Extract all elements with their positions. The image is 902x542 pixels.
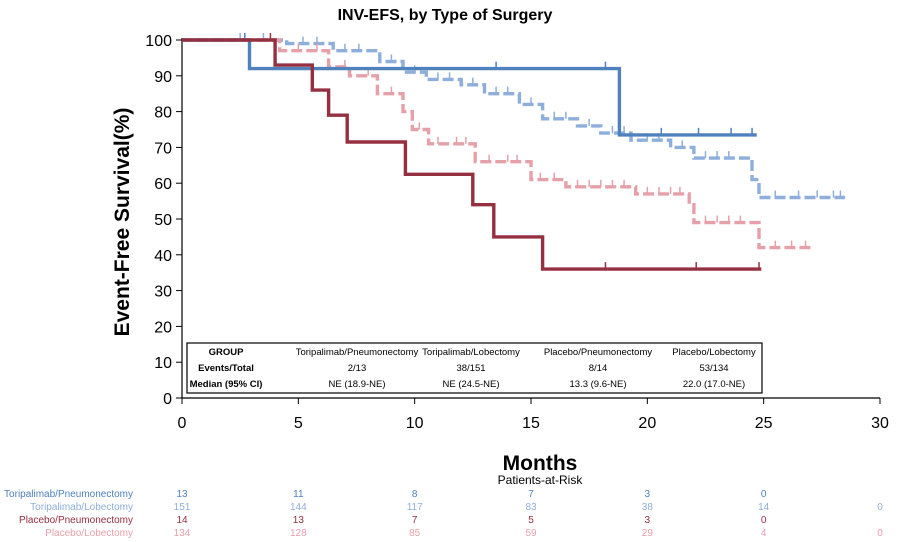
risk-count: 3 (645, 515, 651, 526)
risk-row-label: Placebo/Lobectomy (45, 528, 133, 539)
table-cell: NE (24.5-NE) (442, 379, 499, 390)
risk-count: 7 (412, 515, 418, 526)
y-tick-label: 30 (154, 284, 172, 301)
axes: 0 10 20 30 40 50 60 70 80 90 100 0 5 10 15 20 25 30 (145, 33, 889, 432)
risk-count: 85 (409, 528, 421, 539)
table-row-label: Events/Total (198, 363, 254, 374)
table-header: Toripalimab/Lobectomy (422, 347, 520, 358)
km-curve (182, 38, 762, 271)
table-cell: 2/13 (348, 363, 367, 374)
y-tick-label: 60 (154, 176, 172, 193)
risk-count: 14 (758, 502, 770, 513)
x-tick-label: 25 (755, 415, 773, 432)
x-tick-label: 15 (522, 415, 540, 432)
y-tick-label: 40 (154, 248, 172, 265)
table-row-label: Median (95% CI) (190, 379, 263, 390)
series-placebo-lobectomy (182, 38, 813, 250)
table-header: Placebo/Lobectomy (672, 347, 756, 358)
x-tick-label: 10 (406, 415, 424, 432)
risk-row-label: Toripalimab/Pneumonectomy (4, 489, 133, 500)
risk-count: 0 (761, 515, 767, 526)
table-cell: 8/14 (589, 363, 608, 374)
y-tick-label: 10 (154, 355, 172, 372)
risk-count: 83 (525, 502, 537, 513)
y-tick-label: 50 (154, 212, 172, 229)
risk-count: 134 (174, 528, 191, 539)
risk-count: 0 (761, 489, 767, 500)
table-cell: 13.3 (9.6-NE) (569, 379, 626, 390)
risk-count: 4 (761, 528, 767, 539)
x-axis-label: Months (503, 452, 578, 475)
risk-count: 5 (528, 515, 534, 526)
table-header: Toripalimab/Pneumonectomy (296, 347, 419, 358)
risk-row-label: Toripalimab/Lobectomy (30, 502, 133, 513)
chart-title: INV-EFS, by Type of Surgery (338, 7, 553, 24)
y-tick-label: 100 (145, 33, 172, 50)
risk-count: 0 (877, 528, 883, 539)
x-tick-label: 5 (294, 415, 303, 432)
km-curve (182, 38, 757, 137)
series-layer (182, 33, 846, 271)
risk-count: 0 (877, 502, 883, 513)
risk-count: 13 (293, 515, 305, 526)
series-placebo-pneumonectomy (182, 33, 762, 271)
risk-count: 151 (174, 502, 191, 513)
km-curve (182, 38, 813, 250)
risk-count: 38 (642, 502, 654, 513)
risk-count: 13 (176, 489, 188, 500)
table-cell: NE (18.9-NE) (328, 379, 385, 390)
risk-count: 11 (293, 489, 304, 500)
summary-table-box (186, 342, 763, 394)
y-tick-label: 20 (154, 319, 172, 336)
y-tick-label: 70 (154, 140, 172, 157)
risk-count: 7 (528, 489, 534, 500)
series-toripalimab-lobectomy (182, 33, 846, 200)
risk-table: Toripalimab/Pneumonectomy 13 11 8 7 3 0 Toripal… (4, 489, 883, 539)
table-cell: 53/134 (699, 363, 728, 374)
y-tick-label: 90 (154, 69, 172, 86)
risk-count: 3 (645, 489, 651, 500)
risk-row-label: Placebo/Pneumonectomy (19, 515, 133, 526)
table-header: Placebo/Pneumonectomy (544, 347, 653, 358)
x-tick-label: 20 (638, 415, 656, 432)
x-tick-label: 0 (178, 415, 187, 432)
y-axis-label: Event-Free Survival(%) (111, 108, 134, 337)
table-cell: 22.0 (17.0-NE) (683, 379, 745, 390)
risk-count: 59 (525, 528, 537, 539)
summary-table: GROUP Toripalimab/Pneumonectomy Toripalima… (186, 342, 763, 394)
y-tick-label: 80 (154, 105, 172, 122)
risk-count: 14 (176, 515, 188, 526)
risk-table-title: Patients-at-Risk (498, 473, 584, 487)
table-cell: 38/151 (456, 363, 485, 374)
risk-count: 144 (290, 502, 307, 513)
risk-count: 8 (412, 489, 418, 500)
y-tick-label: 0 (163, 391, 172, 408)
risk-count: 117 (407, 502, 423, 513)
risk-count: 29 (642, 528, 654, 539)
x-tick-label: 30 (871, 415, 889, 432)
risk-count: 128 (290, 528, 307, 539)
table-header: GROUP (209, 347, 245, 358)
